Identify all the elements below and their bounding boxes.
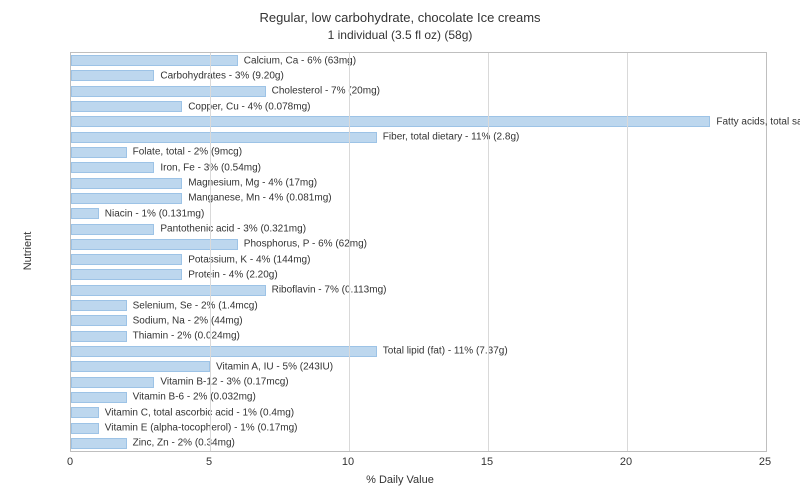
bar-rect — [71, 147, 127, 158]
bar-label: Magnesium, Mg - 4% (17mg) — [188, 178, 317, 189]
bar-rect — [71, 254, 182, 265]
nutrient-bar-chart: Regular, low carbohydrate, chocolate Ice… — [0, 0, 800, 500]
bar-label: Thiamin - 2% (0.024mg) — [133, 331, 240, 342]
gridline — [627, 53, 628, 451]
bar-label: Riboflavin - 7% (0.113mg) — [272, 285, 387, 296]
x-tick-label: 10 — [342, 456, 354, 468]
bar-rect — [71, 162, 154, 173]
bar-label: Sodium, Na - 2% (44mg) — [133, 315, 243, 326]
x-tick-label: 5 — [206, 456, 212, 468]
bar-label: Selenium, Se - 2% (1.4mcg) — [133, 300, 258, 311]
bar-rect — [71, 407, 99, 418]
bar-label: Folate, total - 2% (9mcg) — [133, 147, 242, 158]
bar-label: Carbohydrates - 3% (9.20g) — [160, 70, 283, 81]
bar-rect — [71, 269, 182, 280]
bar-rect — [71, 193, 182, 204]
bar-rect — [71, 55, 238, 66]
bar-label: Fatty acids, total saturated - 23% (4.56… — [716, 116, 800, 127]
bar-rect — [71, 315, 127, 326]
bar-rect — [71, 86, 266, 97]
plot-area: Calcium, Ca - 6% (63mg) Carbohydrates - 3… — [70, 52, 767, 452]
gridline — [349, 53, 350, 451]
bar-rect — [71, 178, 182, 189]
bar-rect — [71, 224, 154, 235]
bar-label: Calcium, Ca - 6% (63mg) — [244, 55, 356, 66]
bar-rect — [71, 132, 377, 143]
chart-subtitle: 1 individual (3.5 fl oz) (58g) — [0, 28, 800, 42]
x-tick-label: 20 — [620, 456, 632, 468]
bar-label: Vitamin E (alpha-tocopherol) - 1% (0.17m… — [105, 423, 298, 434]
bar-label: Vitamin C, total ascorbic acid - 1% (0.4… — [105, 407, 294, 418]
bar-rect — [71, 239, 238, 250]
chart-title: Regular, low carbohydrate, chocolate Ice… — [0, 10, 800, 25]
x-tick-label: 0 — [67, 456, 73, 468]
bar-label: Niacin - 1% (0.131mg) — [105, 208, 204, 219]
bars-container: Calcium, Ca - 6% (63mg) Carbohydrates - 3… — [71, 53, 766, 451]
bar-rect — [71, 116, 710, 127]
bar-rect — [71, 285, 266, 296]
x-tick-label: 25 — [759, 456, 771, 468]
bar-label: Pantothenic acid - 3% (0.321mg) — [160, 224, 306, 235]
bar-label: Protein - 4% (2.20g) — [188, 269, 278, 280]
bar-rect — [71, 361, 210, 372]
bar-rect — [71, 331, 127, 342]
bar-label: Vitamin A, IU - 5% (243IU) — [216, 361, 333, 372]
bar-rect — [71, 70, 154, 81]
gridline — [210, 53, 211, 451]
bar-rect — [71, 300, 127, 311]
bar-rect — [71, 101, 182, 112]
x-axis-label: % Daily Value — [0, 474, 800, 486]
bar-rect — [71, 423, 99, 434]
bar-label: Vitamin B-6 - 2% (0.032mg) — [133, 392, 256, 403]
bar-label: Fiber, total dietary - 11% (2.8g) — [383, 132, 520, 143]
bar-label: Copper, Cu - 4% (0.078mg) — [188, 101, 310, 112]
x-tick-label: 15 — [481, 456, 493, 468]
bar-label: Cholesterol - 7% (20mg) — [272, 86, 380, 97]
bar-rect — [71, 346, 377, 357]
bar-label: Zinc, Zn - 2% (0.34mg) — [133, 438, 235, 449]
bar-label: Vitamin B-12 - 3% (0.17mcg) — [160, 377, 288, 388]
bar-rect — [71, 392, 127, 403]
gridline — [488, 53, 489, 451]
bar-rect — [71, 438, 127, 449]
bar-label: Potassium, K - 4% (144mg) — [188, 254, 310, 265]
bar-rect — [71, 377, 154, 388]
bar-rect — [71, 208, 99, 219]
y-axis-label: Nutrient — [22, 232, 34, 271]
